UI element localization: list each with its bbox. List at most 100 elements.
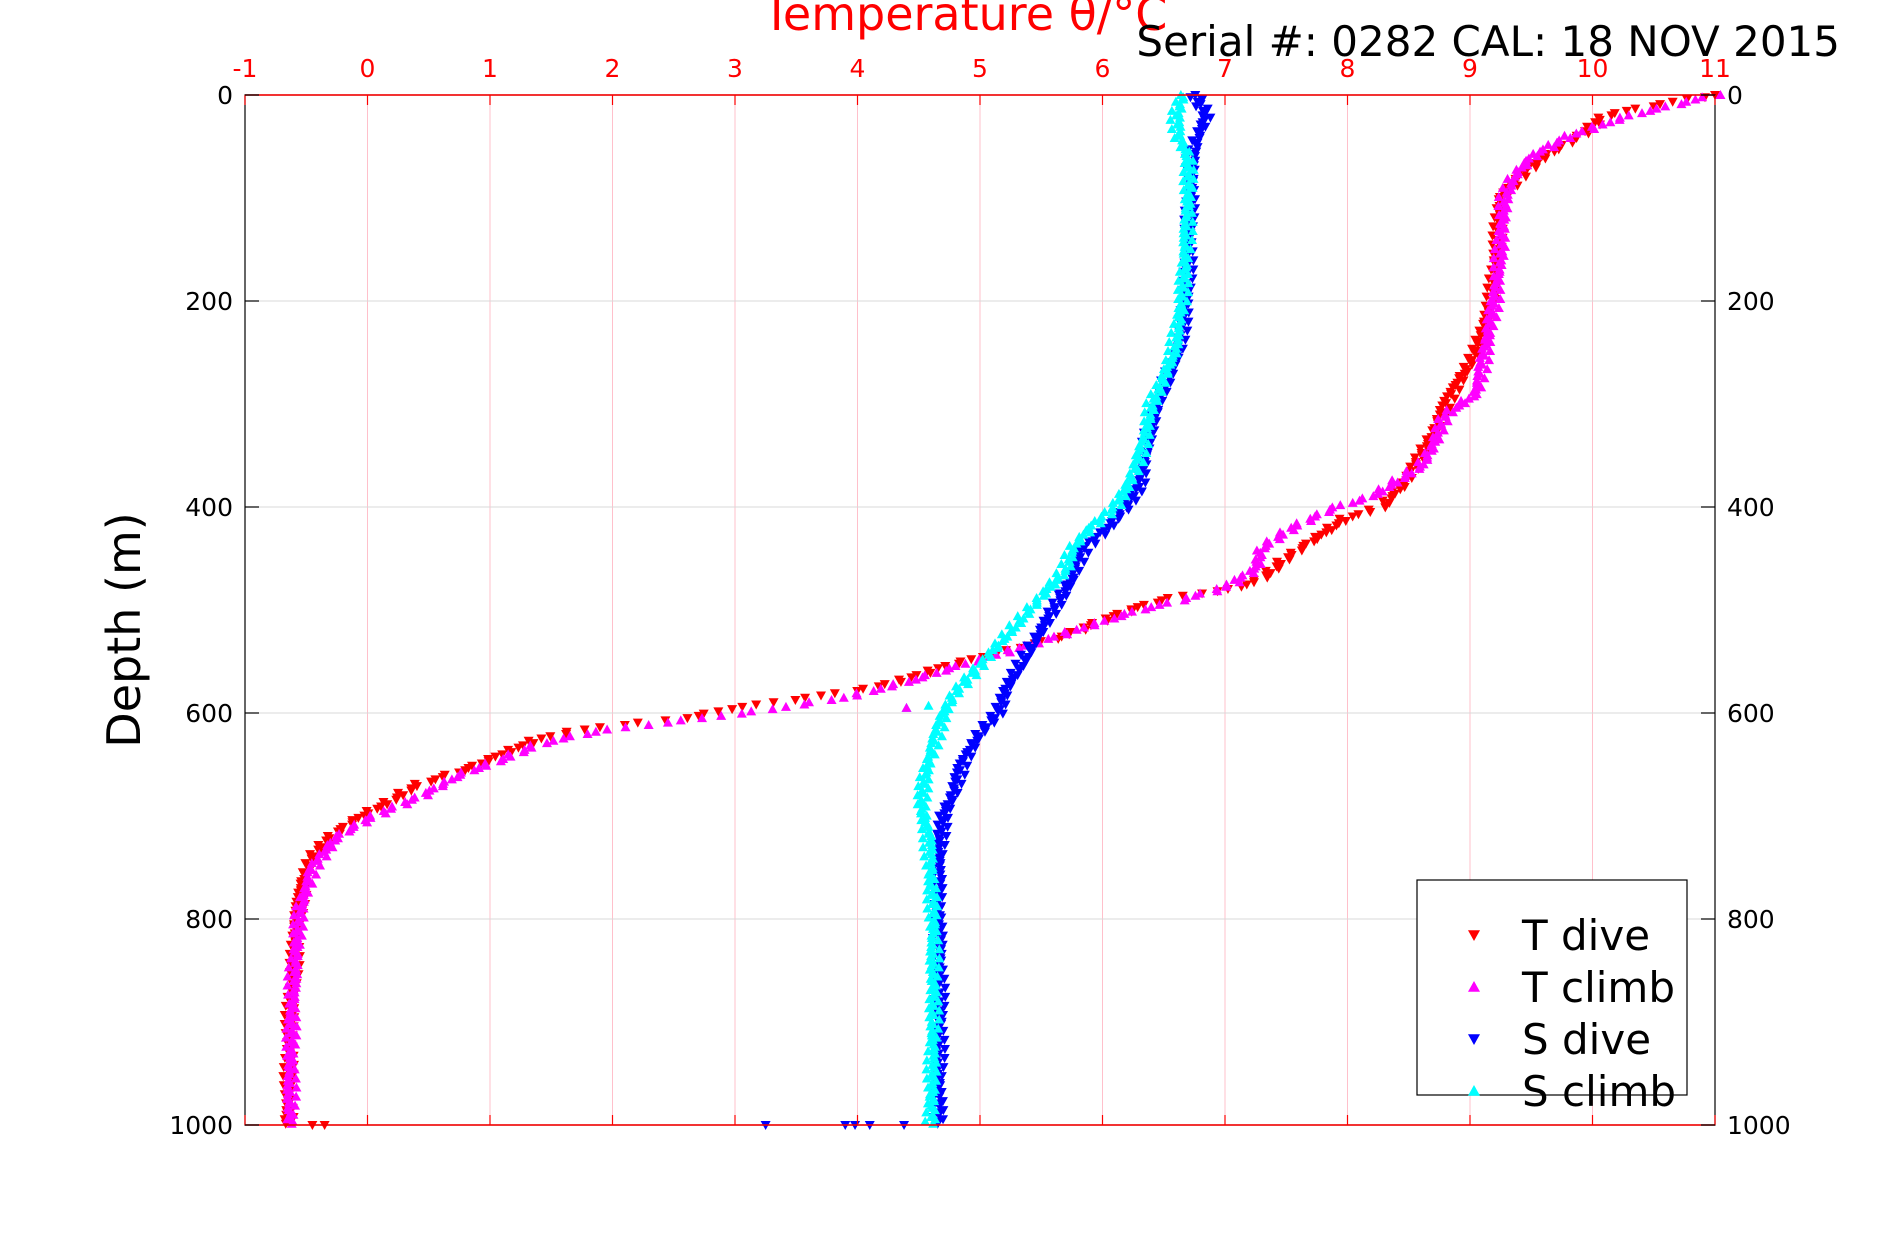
t-climb-marker	[1426, 445, 1437, 455]
t-climb-marker	[1651, 103, 1662, 113]
t-climb-marker	[282, 1080, 293, 1090]
t-climb-marker	[1179, 595, 1190, 605]
t-climb-marker	[910, 674, 921, 684]
s-climb-marker	[922, 792, 933, 802]
t-dive-marker	[693, 711, 704, 721]
t-climb-marker	[780, 701, 791, 711]
t-dive-marker	[523, 736, 534, 746]
t-climb-marker	[767, 704, 778, 714]
t-climb-marker	[1485, 309, 1496, 319]
s-climb-marker	[921, 894, 932, 904]
x-tick-label: 2	[605, 54, 621, 83]
s-climb-marker	[1175, 316, 1186, 326]
s-dive-marker	[1100, 530, 1111, 540]
s-dive-marker	[1094, 528, 1105, 538]
s-dive-marker	[942, 822, 953, 832]
t-dive-marker	[1630, 104, 1641, 114]
s-climb-marker	[926, 889, 937, 899]
s-climb-marker	[1059, 570, 1070, 580]
t-dive-marker	[751, 700, 762, 710]
t-dive-marker	[376, 802, 387, 812]
t-climb-marker	[469, 765, 480, 775]
s-climb-marker	[1187, 182, 1198, 192]
s-dive-marker	[942, 813, 953, 823]
s-dive-marker	[990, 702, 1001, 712]
t-climb-marker	[1495, 293, 1506, 303]
t-climb-marker	[1234, 577, 1245, 587]
t-climb-marker	[1522, 160, 1533, 170]
x-tick-label: 10	[1577, 54, 1609, 83]
t-climb-marker	[1472, 370, 1483, 380]
t-climb-marker	[481, 760, 492, 770]
t-dive-marker	[682, 714, 693, 724]
t-climb-marker	[1493, 191, 1504, 201]
s-climb-marker	[1174, 325, 1185, 335]
t-climb-marker	[1414, 463, 1425, 473]
s-dive-marker	[937, 875, 948, 885]
s-climb-marker	[1176, 257, 1187, 267]
t-climb-marker	[289, 987, 300, 997]
s-climb-marker	[1185, 244, 1196, 254]
t-climb-marker	[991, 649, 1002, 659]
t-climb-marker	[746, 706, 757, 716]
t-climb-marker	[302, 867, 313, 877]
s-climb-marker	[1188, 164, 1199, 174]
legend-marker	[1468, 1085, 1480, 1096]
t-climb-marker	[1493, 303, 1504, 313]
s-climb-marker	[1095, 513, 1106, 523]
t-climb-marker	[1306, 516, 1317, 526]
t-dive-marker	[790, 696, 801, 706]
x-tick-label: 3	[727, 54, 743, 83]
t-climb-marker	[1488, 253, 1499, 263]
t-climb-marker	[291, 1082, 302, 1092]
t-climb-marker	[875, 683, 886, 693]
t-climb-marker	[620, 722, 631, 732]
s-climb-marker	[934, 944, 945, 954]
s-climb-marker	[918, 787, 929, 797]
s-dive-marker	[937, 884, 948, 894]
s-dive-marker	[1031, 639, 1042, 649]
s-climb-marker	[1066, 547, 1077, 557]
s-dive-marker	[947, 797, 958, 807]
s-dive-marker	[1123, 505, 1134, 515]
s-dive-marker	[970, 743, 981, 753]
t-climb-marker	[1324, 506, 1335, 516]
t-climb-marker	[406, 794, 417, 804]
t-climb-marker	[941, 665, 952, 675]
s-dive-marker	[1197, 95, 1208, 105]
t-climb-marker	[1071, 624, 1082, 634]
t-dive-marker	[1395, 485, 1406, 495]
s-climb-marker	[921, 1055, 932, 1065]
t-climb-marker	[716, 710, 727, 720]
t-dive-marker	[1177, 591, 1188, 601]
t-dive-marker	[737, 702, 748, 712]
t-dive-marker	[1531, 163, 1542, 173]
s-dive-marker	[1089, 535, 1100, 545]
t-climb-marker	[1502, 189, 1513, 199]
s-climb-marker	[933, 935, 944, 945]
s-dive-marker	[1083, 537, 1094, 547]
s-climb-marker	[939, 722, 950, 732]
t-climb-marker	[1488, 321, 1499, 331]
s-dive-marker	[972, 736, 983, 746]
s-climb-marker	[923, 783, 934, 793]
s-dive-marker	[1049, 605, 1060, 615]
t-dive-marker	[545, 732, 556, 742]
t-dive-marker	[1321, 528, 1332, 538]
s-dive-marker	[1043, 614, 1054, 624]
s-dive-marker	[959, 770, 970, 780]
t-climb-marker	[290, 1003, 301, 1013]
s-climb-marker	[931, 719, 942, 729]
t-climb-marker	[1559, 130, 1570, 140]
t-climb-marker	[697, 713, 708, 723]
t-dive-marker	[1162, 594, 1173, 604]
t-climb-marker	[1597, 119, 1608, 129]
s-climb-marker	[1007, 627, 1018, 637]
s-climb-marker	[1186, 191, 1197, 201]
t-climb-marker	[1126, 606, 1137, 616]
s-climb-marker	[1173, 334, 1184, 344]
s-climb-marker	[926, 932, 937, 942]
t-climb-marker	[311, 869, 322, 879]
s-climb-marker	[1178, 282, 1189, 292]
t-climb-marker	[322, 840, 333, 850]
